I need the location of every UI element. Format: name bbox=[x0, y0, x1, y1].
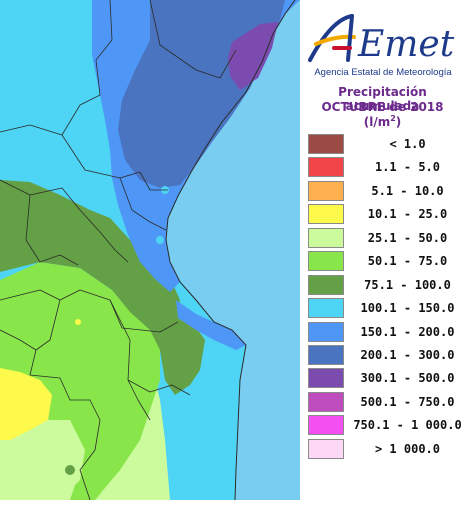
spot bbox=[65, 465, 75, 475]
map-title: Precipitación acumulada bbox=[338, 85, 427, 113]
coastline bbox=[165, 0, 296, 500]
map-units: (l/m2) bbox=[300, 114, 465, 129]
zone-300-500 bbox=[228, 22, 278, 90]
legend-label: 1.1 - 5.0 bbox=[374, 160, 441, 175]
legend-label: 10.1 - 25.0 bbox=[367, 207, 448, 222]
legend-swatch bbox=[308, 391, 344, 412]
zone-50-75 bbox=[0, 262, 160, 500]
spot bbox=[75, 319, 81, 325]
map-subtitle: OCTUBRE de 2018 bbox=[321, 100, 444, 114]
legend-item: 300.1 - 500.0 bbox=[308, 367, 463, 390]
legend-swatch bbox=[308, 274, 344, 295]
legend-swatch bbox=[308, 438, 344, 459]
legend-label: 25.1 - 50.0 bbox=[367, 230, 448, 245]
legend-swatch bbox=[308, 134, 344, 154]
legend-item: 150.1 - 200.0 bbox=[308, 321, 463, 344]
precipitation-map bbox=[0, 0, 300, 500]
legend-item: < 1.0 bbox=[308, 133, 463, 156]
legend-item: > 1 000.0 bbox=[308, 438, 463, 461]
legend-item: 100.1 - 150.0 bbox=[308, 297, 463, 320]
legend-item: 10.1 - 25.0 bbox=[308, 203, 463, 226]
legend-label: 50.1 - 75.0 bbox=[367, 254, 448, 269]
legend-item: 1.1 - 5.0 bbox=[308, 156, 463, 179]
legend-item: 25.1 - 50.0 bbox=[308, 227, 463, 250]
legend-label: 5.1 - 10.0 bbox=[371, 183, 444, 198]
legend-item: 200.1 - 300.0 bbox=[308, 344, 463, 367]
zone-10-25 bbox=[0, 368, 52, 440]
zone-coast-150-200 bbox=[176, 300, 246, 350]
units-exponent: 2 bbox=[390, 114, 396, 123]
legend-swatch bbox=[308, 157, 344, 178]
spot bbox=[156, 236, 164, 244]
zone-75-100 bbox=[0, 180, 205, 395]
legend-item: 75.1 - 100.0 bbox=[308, 274, 463, 297]
legend-item: 5.1 - 10.0 bbox=[308, 180, 463, 203]
legend-swatch bbox=[308, 344, 344, 365]
agency-name: Agencia Estatal de Meteorología bbox=[314, 67, 452, 78]
legend-label: 750.1 - 1 000.0 bbox=[353, 418, 462, 433]
legend-swatch bbox=[308, 368, 344, 389]
units-open: (l/m bbox=[363, 115, 391, 129]
legend-label: 75.1 - 100.0 bbox=[364, 277, 451, 292]
legend-item: 50.1 - 75.0 bbox=[308, 250, 463, 273]
legend: < 1.0 1.1 - 5.0 5.1 - 10.0 10.1 - 25.0 25.1 … bbox=[308, 133, 463, 461]
legend-label: 100.1 - 150.0 bbox=[360, 301, 455, 316]
units-close: ) bbox=[395, 115, 402, 129]
legend-item: 500.1 - 750.0 bbox=[308, 391, 463, 414]
legend-swatch bbox=[308, 251, 344, 272]
legend-label: 150.1 - 200.0 bbox=[360, 324, 455, 339]
legend-swatch bbox=[308, 415, 344, 436]
aemet-logo: Emet bbox=[308, 14, 455, 65]
legend-label: 300.1 - 500.0 bbox=[360, 371, 455, 386]
svg-text:Emet: Emet bbox=[357, 24, 455, 65]
legend-swatch bbox=[308, 298, 344, 319]
map-sea bbox=[166, 0, 300, 500]
legend-label: < 1.0 bbox=[389, 137, 426, 151]
legend-item: 750.1 - 1 000.0 bbox=[308, 414, 463, 437]
province-borders bbox=[0, 0, 237, 500]
legend-label: 500.1 - 750.0 bbox=[360, 394, 455, 409]
zone-25-50-inner bbox=[15, 420, 85, 500]
legend-swatch bbox=[308, 204, 344, 225]
legend-swatch bbox=[308, 180, 344, 201]
legend-panel: Emet Agencia Estatal de Meteorología Pre… bbox=[300, 0, 465, 511]
legend-label: 200.1 - 300.0 bbox=[360, 347, 455, 362]
legend-swatch bbox=[308, 321, 344, 342]
legend-label: > 1 000.0 bbox=[374, 441, 441, 456]
legend-swatch bbox=[308, 227, 344, 248]
